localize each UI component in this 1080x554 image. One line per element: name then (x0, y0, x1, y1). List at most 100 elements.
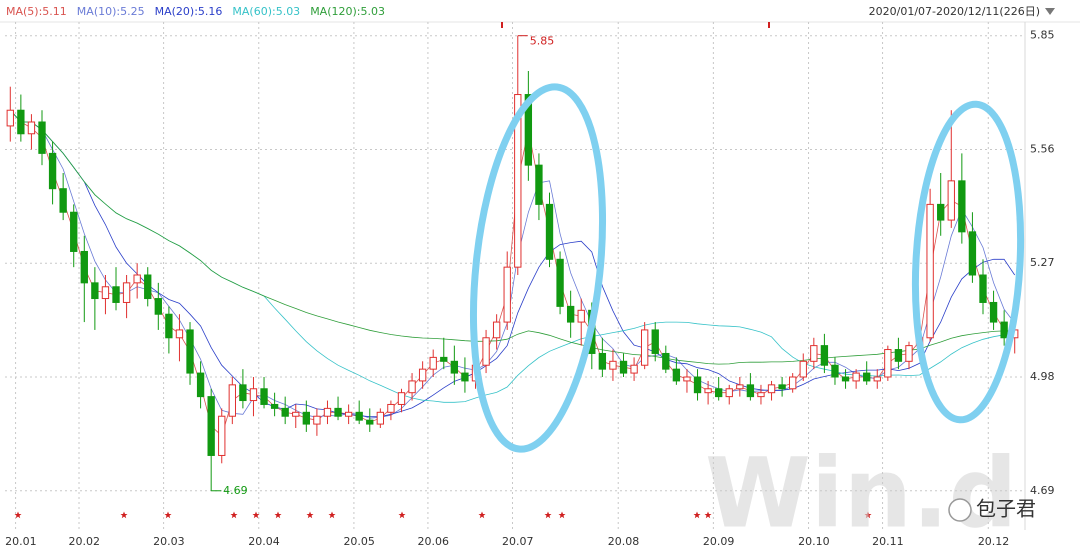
candle-body (440, 356, 448, 362)
candle-body (48, 152, 57, 190)
candle-body (101, 286, 110, 300)
candle-body (1000, 321, 1008, 339)
candle-body (905, 345, 913, 362)
candle-body (292, 411, 300, 417)
highlight-circle (469, 83, 607, 453)
wechat-icon (948, 498, 972, 522)
candle-body (461, 372, 469, 382)
candle-body (789, 376, 797, 390)
x-tick-label: 20.12 (978, 535, 1010, 548)
top-marker (501, 22, 503, 28)
ma-line (10, 109, 1016, 418)
candle-body (736, 384, 744, 390)
candle-body (619, 360, 628, 374)
candle-body (609, 360, 617, 370)
candle-body (59, 188, 67, 213)
candle-body (757, 392, 765, 398)
candle-body (926, 203, 934, 339)
candle-body (556, 258, 564, 307)
candle-body (323, 407, 332, 417)
legend-entry: MA(60):5.03 (232, 5, 300, 18)
x-tick-label: 20.05 (343, 535, 375, 548)
ma-legend: MA(5):5.11 MA(10):5.25 MA(20):5.16 MA(60):5… (6, 5, 385, 18)
candle-body (715, 388, 723, 398)
candle-body (958, 180, 966, 233)
candle-body (852, 372, 860, 382)
candle-body (482, 337, 490, 366)
candle-body (884, 349, 892, 378)
x-tick-label: 20.11 (872, 535, 904, 548)
candle-body (810, 345, 818, 362)
candle-body (503, 266, 511, 323)
candle-body (355, 411, 363, 421)
x-tick-label: 20.08 (608, 535, 640, 548)
candle-body (535, 164, 543, 205)
x-tick-label: 20.04 (248, 535, 280, 548)
candle-body (112, 286, 120, 303)
candle-body (6, 109, 14, 127)
candle-body (514, 94, 522, 268)
candle-body (165, 313, 173, 339)
y-tick-label: 5.27 (1030, 256, 1055, 269)
y-tick-label: 4.69 (1030, 484, 1055, 497)
date-range: 2020/01/07-2020/12/11(226日) (869, 5, 1040, 18)
credit: 包子君 (976, 497, 1036, 521)
candle-body (894, 349, 903, 362)
candle-body (408, 380, 416, 394)
candle-body (429, 356, 437, 370)
x-tick-label: 20.03 (153, 535, 185, 548)
x-tick-label: 20.10 (798, 535, 830, 548)
candle-body (831, 364, 839, 378)
candle-body (767, 384, 776, 394)
candle-body (725, 388, 733, 398)
candle-body (989, 301, 998, 323)
candle-body (70, 211, 78, 252)
candle-body (545, 203, 554, 260)
candle-body (38, 121, 46, 154)
candle-body (450, 360, 459, 374)
candle-body (344, 411, 353, 417)
candle-body (228, 384, 236, 417)
candle-body (566, 305, 575, 323)
x-tick-label: 20.01 (5, 535, 37, 548)
candle-body (175, 329, 184, 339)
candle-body (662, 352, 670, 370)
candle-body (80, 250, 88, 284)
candle-body (651, 329, 659, 354)
candle-body (630, 364, 638, 374)
legend-entry: MA(5):5.11 (6, 5, 67, 18)
candle-body (281, 407, 289, 417)
candle-body (196, 372, 205, 398)
candle-body (873, 376, 881, 382)
candle-body (27, 121, 36, 135)
candle-body (524, 94, 533, 166)
candle-body (640, 329, 649, 366)
candle-body (91, 282, 99, 300)
candle-body (704, 388, 712, 394)
ma-line (10, 109, 1016, 419)
candle-body (313, 415, 321, 425)
x-tick-label: 20.07 (502, 535, 534, 548)
candle-body (302, 411, 310, 425)
candle-body (366, 419, 374, 425)
candle-body (249, 388, 258, 402)
candle-body (672, 368, 681, 382)
high-label: 5.85 (530, 35, 555, 48)
candle-body (376, 411, 385, 425)
x-tick-label: 20.09 (703, 535, 735, 548)
candle-body (334, 407, 342, 417)
candle-body (979, 274, 987, 303)
candle-body (17, 109, 25, 135)
low-label: 4.69 (223, 484, 248, 497)
legend-entry: MA(120):5.03 (310, 5, 385, 18)
y-tick-label: 5.85 (1030, 29, 1055, 42)
dropdown-arrow[interactable] (1045, 8, 1055, 15)
watermark: Win.d (705, 437, 1017, 549)
candle-body (492, 321, 501, 339)
candle-body (947, 180, 955, 221)
candle-body (154, 298, 162, 315)
candle-body (598, 352, 607, 370)
ma-line (10, 109, 1015, 365)
candle-body (820, 345, 829, 366)
